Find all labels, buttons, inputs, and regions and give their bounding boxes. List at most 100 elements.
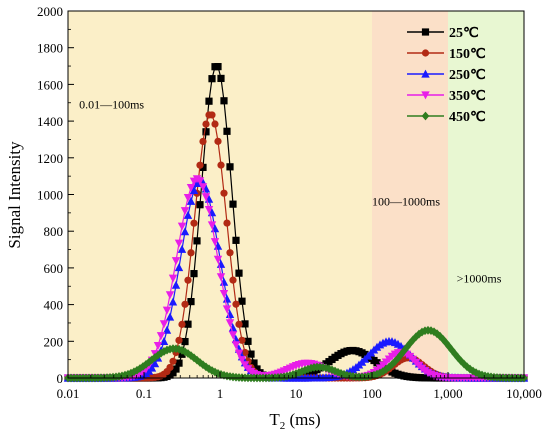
x-tick-label-4: 100: [362, 386, 382, 401]
series-2-marker-39: [181, 300, 189, 308]
series-2-marker-38: [178, 320, 186, 328]
series-1-marker-55: [229, 200, 237, 208]
series-5-marker-38: [178, 345, 186, 355]
x-tick-label-2: 1: [217, 386, 224, 401]
series-5-marker-24: [136, 364, 144, 373]
legend-label-4: 350℃: [449, 89, 486, 104]
series-3-marker-28: [147, 363, 157, 372]
series-5-marker-131: [457, 356, 465, 366]
x-tick-label-5: 1,000: [433, 386, 462, 401]
series-1-marker-60: [244, 337, 252, 345]
series-3-marker-36: [171, 280, 181, 289]
x-axis-title: T2 (ms): [269, 410, 320, 432]
series-2-marker-56: [232, 300, 240, 308]
series-4-marker-58: [237, 356, 247, 365]
region-label-1: 0.01—100ms: [79, 97, 144, 111]
series-5-marker-106: [382, 365, 390, 374]
series-1-marker-61: [247, 350, 255, 358]
series-2-marker-58: [238, 336, 246, 344]
series-2-marker-57: [235, 320, 243, 328]
series-1-marker-37: [175, 359, 183, 367]
legend-marker-2: [421, 49, 430, 57]
region-label-3: >1000ms: [457, 272, 502, 286]
x-axis-title-main: T: [269, 410, 280, 429]
series-3-marker-32: [159, 336, 169, 345]
series-1-marker-50: [214, 63, 222, 71]
series-4-marker-37: [174, 239, 184, 248]
series-3-marker-29: [150, 359, 160, 368]
series-4-marker-35: [168, 274, 178, 283]
series-3-marker-33: [162, 325, 172, 334]
legend-label-2: 150℃: [449, 47, 486, 62]
series-3-marker-55: [228, 323, 238, 332]
series-4-marker-56: [231, 341, 241, 350]
y-axis-title: Signal Intensity: [5, 141, 24, 249]
x-tick-label-6: 10,000: [506, 386, 542, 401]
series-4-marker-50: [213, 255, 223, 264]
series-4-marker-57: [234, 349, 244, 358]
series-2-marker-54: [226, 249, 234, 257]
series-5-marker-129: [451, 349, 459, 359]
y-tick-label-4: 800: [44, 224, 64, 239]
series-2-marker-37: [175, 336, 183, 344]
series-1-marker-63: [253, 365, 261, 373]
series-3-marker-34: [165, 312, 175, 321]
series-1-marker-40: [184, 320, 192, 328]
series-4-marker-36: [171, 257, 181, 266]
series-2-marker-49: [211, 120, 219, 128]
series-4-marker-33: [162, 306, 172, 315]
series-1-marker-46: [202, 128, 210, 136]
series-2-marker-46: [202, 120, 210, 128]
series-4-marker-48: [207, 221, 217, 230]
series-2-marker-59: [241, 348, 249, 357]
series-5-marker-22: [130, 367, 138, 377]
series-4-marker-47: [204, 206, 214, 215]
region-2: [372, 11, 448, 378]
series-1-marker-48: [208, 75, 216, 83]
series-5-marker-26: [142, 359, 150, 369]
series-1-marker-62: [250, 359, 258, 367]
series-4-marker-49: [210, 238, 220, 247]
series-4-marker-52: [219, 289, 229, 298]
series-5-marker-102: [370, 370, 378, 380]
series-5-marker-77: [295, 368, 303, 377]
series-1-marker-42: [190, 270, 198, 278]
series-1-marker-36: [172, 365, 180, 373]
series-1-marker-59: [241, 320, 249, 328]
series-1-marker-35: [169, 369, 177, 377]
legend-label-3: 250℃: [449, 68, 486, 83]
series-4-marker-34: [165, 291, 175, 300]
series-5-marker-112: [400, 346, 408, 356]
shaded-regions: [68, 11, 524, 378]
series-1-marker-43: [193, 237, 201, 245]
y-tick-label-3: 600: [44, 261, 64, 276]
series-5-marker-87: [325, 364, 333, 374]
series-4-marker-51: [216, 273, 226, 282]
series-3-marker-35: [168, 297, 178, 306]
y-tick-label-0: 0: [57, 371, 64, 386]
region-labels: 0.01—100ms 100—1000ms >1000ms: [79, 97, 502, 285]
x-tick-label-3: 10: [290, 386, 303, 401]
x-axis-title-unit: (ms): [285, 410, 320, 429]
series-2-marker-45: [199, 137, 207, 146]
series-5-marker-110: [394, 353, 402, 363]
series-2-marker-40: [184, 276, 192, 284]
series-5-marker-126: [442, 338, 450, 348]
legend-marker-5: [421, 111, 430, 121]
series-3-marker-39: [180, 227, 190, 236]
series-5-marker-44: [196, 358, 204, 367]
series-5-marker-130: [454, 353, 462, 363]
series-1-marker-47: [205, 97, 213, 105]
series-5-marker-107: [385, 362, 393, 372]
y-tick-label-2: 400: [44, 298, 64, 313]
legend-marker-1: [421, 28, 430, 36]
series-4-marker-31: [156, 332, 166, 341]
series-5-marker-32: [160, 347, 168, 356]
series-2-marker-48: [208, 111, 216, 119]
region-label-2: 100—1000ms: [372, 195, 440, 209]
series-2-marker-35: [169, 357, 177, 365]
series-4-marker-53: [222, 305, 232, 314]
y-tick-label-8: 1600: [37, 77, 63, 92]
series-5-marker-133: [463, 362, 471, 372]
series-4-marker-45: [198, 183, 208, 192]
